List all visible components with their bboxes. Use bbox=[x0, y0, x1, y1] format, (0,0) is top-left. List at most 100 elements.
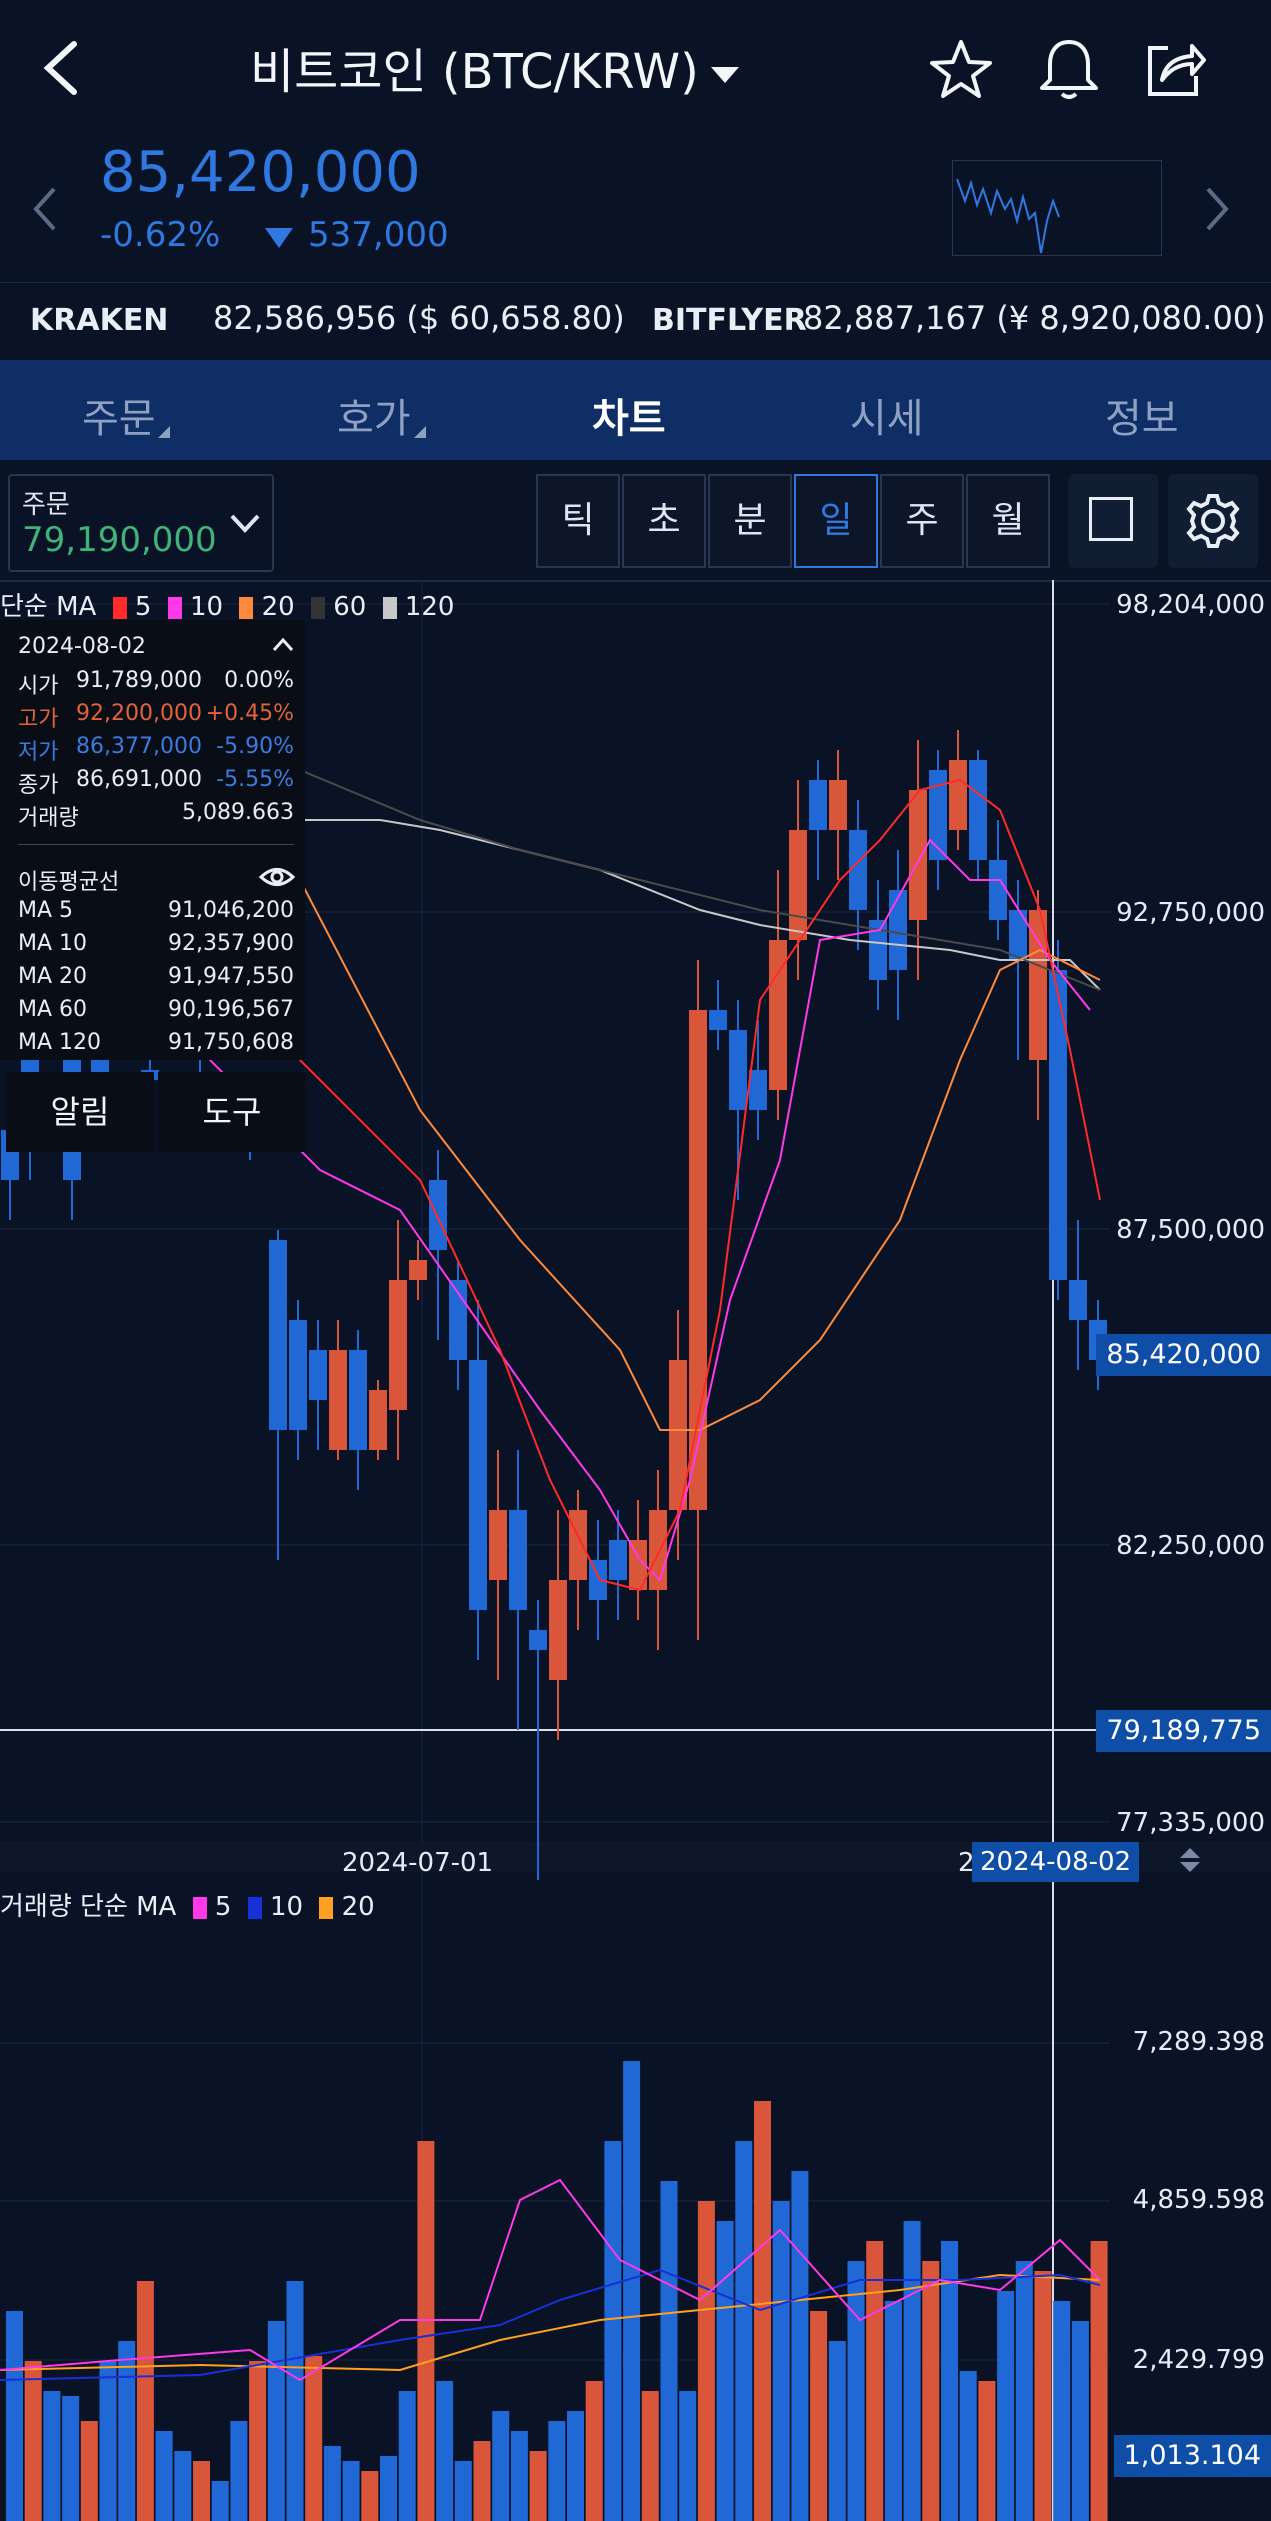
bell-icon[interactable] bbox=[1036, 36, 1102, 102]
tab-bar: 주문 호가 차트 시세 정보 bbox=[0, 360, 1271, 460]
legend-item: 10 bbox=[189, 592, 224, 622]
ma-label: MA 5 bbox=[18, 898, 74, 923]
candle-body bbox=[889, 890, 907, 970]
order-price-select[interactable]: 주문 79,190,000 bbox=[8, 474, 274, 572]
info-pct: 0.00% bbox=[224, 668, 294, 693]
volume-bar bbox=[80, 2421, 98, 2521]
volume-ma-legend[interactable]: 거래량 단순 MA 5 10 20 bbox=[0, 1886, 375, 1923]
candle-body bbox=[809, 780, 827, 830]
candle-body bbox=[749, 1070, 767, 1110]
volume-bar bbox=[1090, 2241, 1108, 2521]
volume-bar bbox=[941, 2241, 958, 2521]
info-pct: -5.55% bbox=[216, 767, 294, 792]
ma-title: 이동평균선 bbox=[18, 870, 120, 895]
info-pct: -5.90% bbox=[216, 734, 294, 759]
candle-body bbox=[529, 1630, 547, 1650]
ma-title-row: 이동평균선 bbox=[18, 864, 298, 896]
period-month[interactable]: 월 bbox=[966, 474, 1050, 568]
prev-chevron-icon[interactable] bbox=[30, 185, 60, 233]
next-chevron-icon[interactable] bbox=[1202, 185, 1232, 233]
volume-bar bbox=[473, 2441, 491, 2521]
dropdown-triangle-icon[interactable] bbox=[710, 67, 739, 83]
tab-market[interactable]: 시세 bbox=[850, 396, 924, 442]
volume-bar bbox=[286, 2281, 304, 2521]
ma5-line bbox=[0, 778, 1101, 1592]
gear-icon bbox=[1186, 494, 1240, 548]
ma-value: 91,046,200 bbox=[168, 898, 294, 923]
period-week[interactable]: 주 bbox=[880, 474, 964, 568]
period-tick[interactable]: 틱 bbox=[536, 474, 620, 568]
candle-body bbox=[829, 780, 847, 830]
volume-y-label: 7,289.398 bbox=[1132, 2027, 1265, 2057]
alert-button[interactable]: 알림 bbox=[6, 1072, 154, 1152]
order-value: 79,190,000 bbox=[22, 520, 217, 560]
candle-body bbox=[969, 760, 987, 860]
cursor-date-badge: 2024-08-02 bbox=[972, 1842, 1140, 1882]
volume-bar bbox=[24, 2361, 42, 2521]
candle-body bbox=[709, 1010, 727, 1030]
collapse-chevron-icon[interactable] bbox=[270, 634, 296, 654]
volume-bar bbox=[604, 2141, 622, 2521]
candle-body bbox=[949, 760, 967, 830]
price-ma-legend[interactable]: 단순 MA 5 10 20 60 120 bbox=[0, 586, 454, 623]
resize-handle[interactable] bbox=[1180, 1848, 1200, 1872]
candle-body bbox=[1049, 970, 1067, 1280]
eye-icon[interactable] bbox=[258, 864, 296, 890]
candle-body bbox=[629, 1540, 647, 1590]
volume-bar bbox=[716, 2221, 734, 2521]
candle-body bbox=[1069, 1280, 1087, 1320]
divider bbox=[0, 580, 1271, 582]
volume-bar bbox=[417, 2141, 435, 2521]
tab-order[interactable]: 주문 bbox=[82, 396, 156, 442]
volume-bar bbox=[623, 2061, 641, 2521]
volume-bar bbox=[1053, 2301, 1071, 2521]
volume-bar bbox=[361, 2471, 379, 2521]
volume-bar bbox=[99, 2361, 117, 2521]
info-row-volume: 거래량 5,089.663 bbox=[18, 800, 298, 832]
fullscreen-button[interactable] bbox=[1068, 474, 1158, 568]
tab-chart[interactable]: 차트 bbox=[592, 396, 666, 442]
volume-bar bbox=[529, 2451, 547, 2521]
ma-row: MA 10 92,357,900 bbox=[18, 931, 298, 956]
y-axis-label: 77,335,000 bbox=[1116, 1808, 1265, 1838]
page-title[interactable]: 비트코인 (BTC/KRW) bbox=[250, 32, 850, 102]
period-minute[interactable]: 분 bbox=[708, 474, 792, 568]
exchange-price: 82,887,167 (¥ 8,920,080.00) bbox=[803, 299, 1266, 337]
ma-label: MA 60 bbox=[18, 997, 88, 1022]
vma5-line bbox=[0, 2178, 1101, 2382]
mini-chart[interactable] bbox=[952, 160, 1162, 256]
volume-bar bbox=[6, 2311, 23, 2521]
volume-bar bbox=[697, 2201, 715, 2521]
volume-bar bbox=[1034, 2271, 1052, 2521]
candle-body bbox=[429, 1180, 447, 1250]
volume-bar bbox=[492, 2411, 510, 2521]
star-icon[interactable] bbox=[928, 38, 994, 100]
ma-label: MA 10 bbox=[18, 931, 88, 956]
ma120-swatch bbox=[382, 596, 397, 619]
tab-orderbook[interactable]: 호가 bbox=[337, 396, 411, 442]
volume-bar bbox=[810, 2311, 828, 2521]
settings-button[interactable] bbox=[1168, 474, 1258, 568]
candle-body bbox=[669, 1360, 687, 1510]
info-label: 거래량 bbox=[18, 806, 79, 831]
info-label: 고가 bbox=[18, 707, 59, 732]
volume-bar bbox=[436, 2381, 454, 2521]
period-second[interactable]: 초 bbox=[622, 474, 706, 568]
tab-info[interactable]: 정보 bbox=[1105, 396, 1179, 442]
volume-bar bbox=[641, 2391, 659, 2521]
candle-body bbox=[289, 1320, 307, 1430]
legend-prefix: 단순 MA bbox=[0, 592, 97, 622]
legend-item: 20 bbox=[261, 592, 295, 622]
info-row-open: 시가 91,789,000 0.00% bbox=[18, 668, 298, 700]
tools-button[interactable]: 도구 bbox=[158, 1072, 306, 1152]
volume-bar bbox=[342, 2461, 360, 2521]
volume-bar bbox=[791, 2171, 809, 2521]
info-label: 종가 bbox=[18, 773, 59, 798]
y-axis-label: 92,750,000 bbox=[1116, 898, 1265, 928]
period-day[interactable]: 일 bbox=[794, 474, 878, 568]
back-chevron-icon[interactable] bbox=[40, 38, 80, 98]
candle-body bbox=[869, 920, 887, 980]
app-header: 비트코인 (BTC/KRW) bbox=[0, 0, 1271, 145]
volume-y-label: 2,429.799 bbox=[1132, 2345, 1265, 2375]
share-icon[interactable] bbox=[1142, 36, 1208, 102]
